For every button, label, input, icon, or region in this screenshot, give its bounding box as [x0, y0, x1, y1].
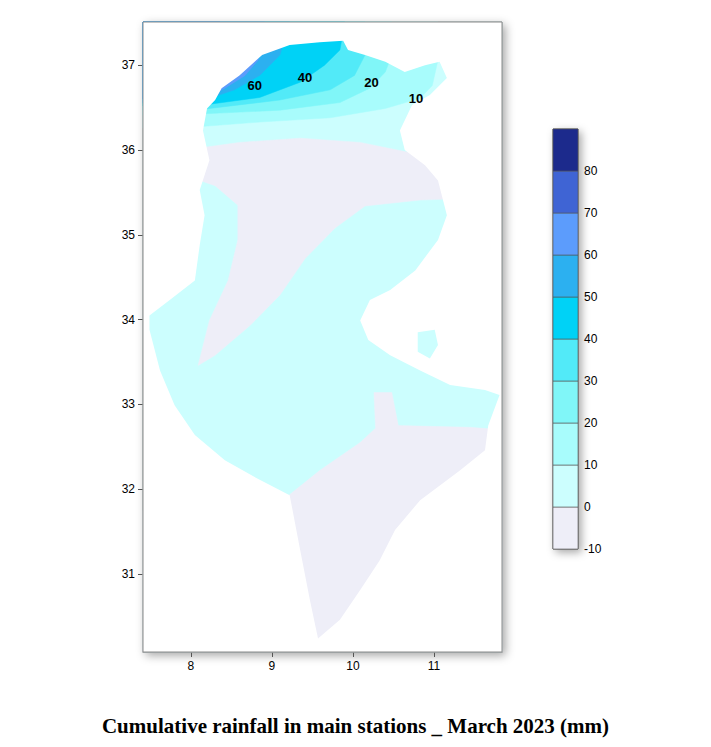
svg-text:10: 10 [409, 91, 423, 106]
svg-text:9: 9 [269, 659, 276, 673]
svg-text:33: 33 [122, 397, 136, 411]
svg-text:10: 10 [584, 458, 598, 472]
svg-text:60: 60 [584, 248, 598, 262]
svg-text:11: 11 [428, 659, 441, 673]
svg-text:70: 70 [584, 206, 598, 220]
svg-text:0: 0 [584, 500, 591, 514]
svg-text:8: 8 [187, 659, 194, 673]
svg-text:10: 10 [346, 659, 360, 673]
svg-text:40: 40 [298, 70, 312, 85]
svg-text:36: 36 [122, 143, 136, 157]
svg-text:60: 60 [248, 78, 262, 93]
svg-text:Cumulative rainfall in main st: Cumulative rainfall in main stations _ M… [102, 714, 609, 738]
svg-text:34: 34 [122, 313, 136, 327]
svg-text:40: 40 [584, 332, 598, 346]
svg-text:20: 20 [584, 416, 598, 430]
svg-text:31: 31 [122, 567, 136, 581]
svg-text:35: 35 [122, 228, 136, 242]
svg-text:-10: -10 [584, 542, 602, 556]
svg-text:37: 37 [122, 58, 136, 72]
svg-text:50: 50 [584, 290, 598, 304]
svg-text:80: 80 [584, 164, 598, 178]
svg-text:32: 32 [122, 482, 136, 496]
svg-text:20: 20 [364, 75, 378, 90]
svg-text:30: 30 [584, 374, 598, 388]
